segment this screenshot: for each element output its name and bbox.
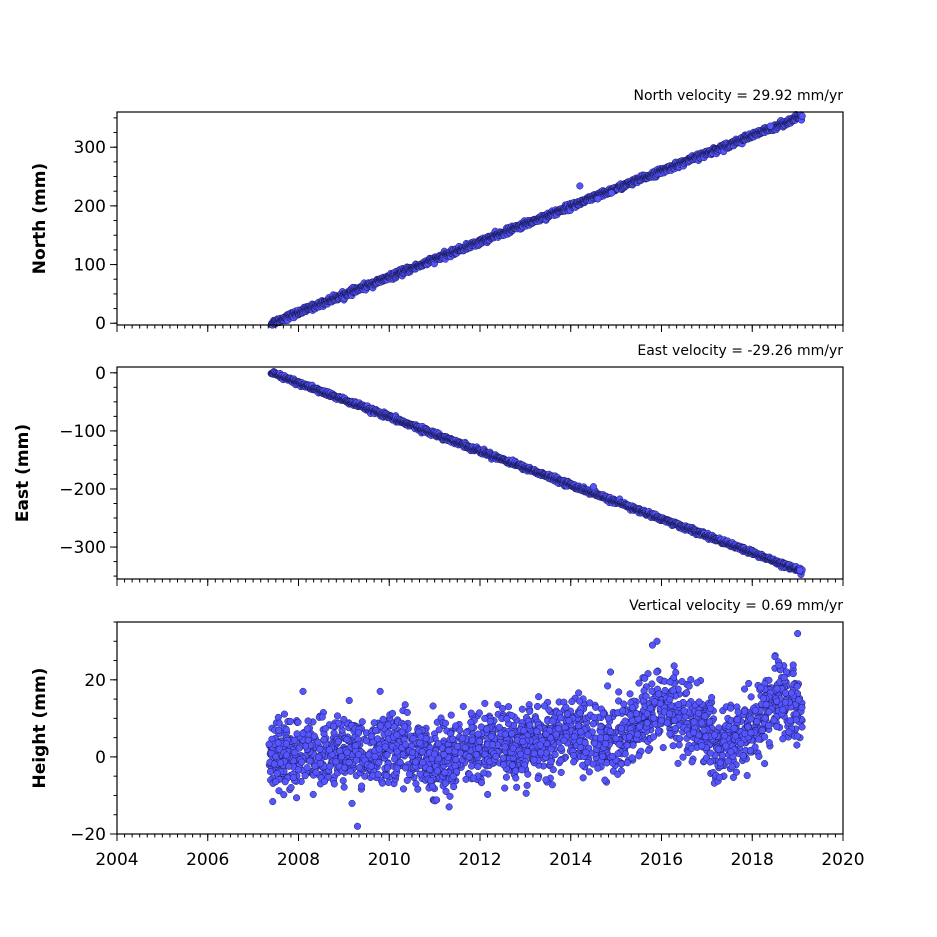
height-point xyxy=(384,778,393,787)
height-point xyxy=(743,771,751,780)
east-point xyxy=(796,566,804,574)
height-point xyxy=(557,744,565,752)
height-point xyxy=(287,783,295,792)
height-point xyxy=(447,711,455,719)
north-title: North velocity = 29.92 mm/yr xyxy=(633,88,843,104)
height-point xyxy=(504,703,513,711)
height-point xyxy=(399,785,408,793)
height-point xyxy=(401,701,409,709)
east-title: East velocity = -29.26 mm/yr xyxy=(637,343,843,359)
north-ytick-label: 0 xyxy=(95,314,106,334)
height-point xyxy=(765,739,773,747)
height-point xyxy=(789,670,797,678)
east-ytick-label: −300 xyxy=(59,538,106,558)
height-point xyxy=(446,792,454,800)
north-ytick-label: 300 xyxy=(74,138,106,158)
height-point xyxy=(615,688,623,696)
height-point xyxy=(533,702,542,711)
north-ytick-label: 200 xyxy=(74,197,106,217)
height-point xyxy=(718,751,727,759)
east-ytick-label: −200 xyxy=(59,480,106,500)
height-point xyxy=(309,790,317,798)
height-point xyxy=(535,693,543,701)
height-point xyxy=(670,662,678,670)
east-ytick-label: 0 xyxy=(95,364,106,384)
height-point xyxy=(568,697,576,706)
height-point xyxy=(575,689,583,697)
east-point xyxy=(589,483,597,491)
height-point xyxy=(534,774,542,783)
height-point xyxy=(481,699,489,707)
north-point xyxy=(608,189,616,197)
north-point xyxy=(594,195,602,203)
height-point xyxy=(445,803,453,811)
height-point xyxy=(429,702,437,710)
height-point xyxy=(789,661,797,669)
north-point xyxy=(798,112,806,120)
height-point xyxy=(747,693,755,701)
height-point xyxy=(495,723,503,731)
height-point xyxy=(793,741,801,749)
north-points xyxy=(267,111,806,329)
height-point xyxy=(659,744,667,752)
height-point xyxy=(741,685,749,693)
height-point xyxy=(266,768,275,776)
height-point xyxy=(512,774,520,782)
height-point xyxy=(280,710,288,718)
height-point xyxy=(522,789,530,797)
height-point xyxy=(333,712,342,720)
north-point xyxy=(766,122,774,130)
north-point xyxy=(576,182,584,190)
height-point xyxy=(745,679,753,687)
height-point xyxy=(518,705,526,713)
east-ytick-label: −100 xyxy=(59,422,106,442)
height-point xyxy=(501,784,509,792)
height-point xyxy=(526,707,534,715)
height-point xyxy=(513,783,521,791)
height-point xyxy=(606,668,615,676)
height-point xyxy=(557,768,565,776)
height-point xyxy=(604,682,612,690)
east-ylabel: East (mm) xyxy=(13,424,33,522)
height-point xyxy=(779,735,787,743)
height-point xyxy=(523,781,531,789)
north-ylabel: North (mm) xyxy=(30,163,50,274)
height-point xyxy=(502,773,510,781)
north-ytick-label: 100 xyxy=(74,256,106,276)
height-point xyxy=(348,799,356,807)
height-point xyxy=(586,699,594,707)
height-point xyxy=(669,687,677,695)
